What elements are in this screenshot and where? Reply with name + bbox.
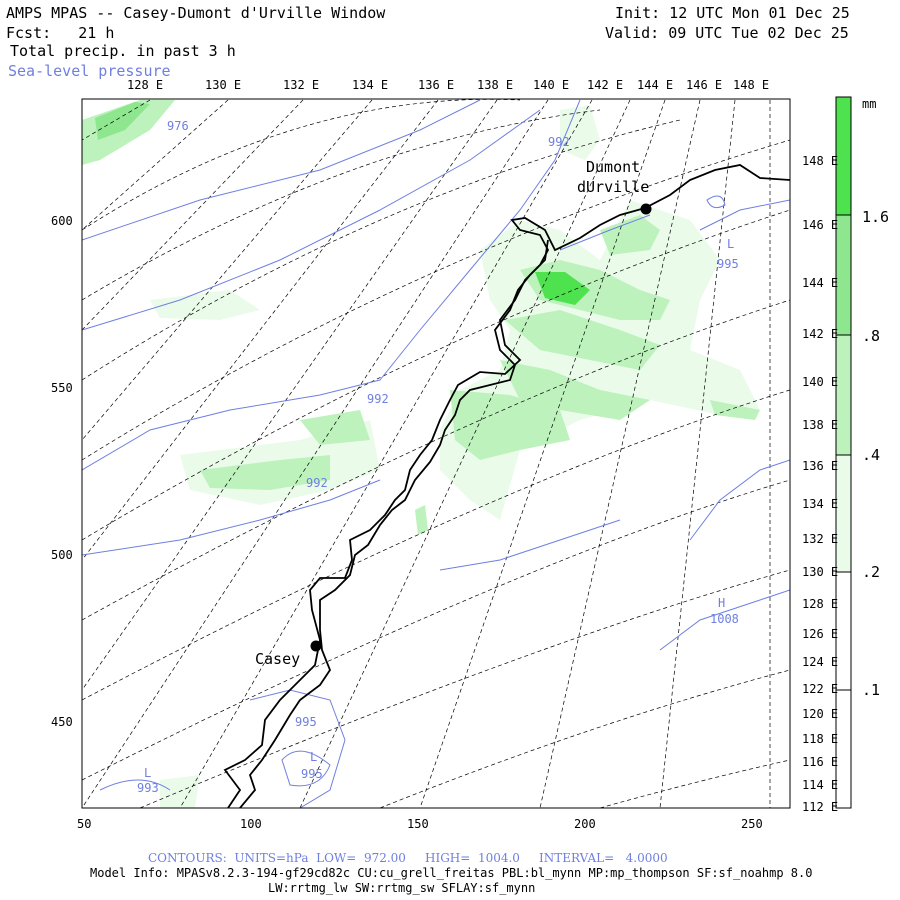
right-lon-label: 146 E bbox=[802, 218, 839, 232]
top-lon-label: 144 E bbox=[637, 78, 674, 92]
model-info-line2: LW:rrtmg_lw SW:rrtmg_sw SFLAY:sf_mynn bbox=[268, 881, 536, 895]
right-lon-label: 128 E bbox=[802, 597, 839, 611]
casey-label: Casey bbox=[255, 650, 301, 668]
right-lon-label: 132 E bbox=[802, 532, 839, 546]
right-lon-label: 118 E bbox=[802, 732, 839, 746]
contours-units: UNITS=hPa bbox=[234, 851, 309, 865]
top-lon-label: 130 E bbox=[205, 78, 242, 92]
colorbar-level: .1 bbox=[862, 681, 881, 699]
contour-label: 995 bbox=[717, 257, 739, 271]
contour-label: 1008 bbox=[710, 612, 739, 626]
contours-low: LOW= 972.00 bbox=[316, 851, 406, 865]
left-y-label: 450 bbox=[51, 715, 73, 729]
valid-time: Valid: 09 UTC Tue 02 Dec 25 bbox=[605, 24, 849, 42]
top-lon-label: 134 E bbox=[352, 78, 389, 92]
right-lon-label: 112 E bbox=[802, 800, 839, 814]
low-pressure-marker: L bbox=[727, 237, 735, 251]
colorbar-unit: mm bbox=[862, 97, 877, 111]
contour-label: 992 bbox=[306, 476, 328, 490]
coastline bbox=[223, 164, 790, 808]
right-lon-label: 126 E bbox=[802, 627, 839, 641]
dumont-label-line2: dUrville bbox=[577, 178, 650, 196]
slp-contours bbox=[82, 99, 790, 808]
contours-info: CONTOURS: UNITS=hPa LOW= 972.00 HIGH= 10… bbox=[148, 851, 668, 865]
colorbar-level: .4 bbox=[862, 446, 881, 464]
left-y-label: 550 bbox=[51, 381, 73, 395]
bottom-x-label: 150 bbox=[407, 817, 429, 831]
high-pressure-marker: H bbox=[718, 596, 726, 610]
top-lon-label: 132 E bbox=[283, 78, 320, 92]
bottom-x-label: 250 bbox=[741, 817, 763, 831]
right-lon-label: 114 E bbox=[802, 778, 839, 792]
contour-label: 995 bbox=[301, 767, 323, 781]
contour-label: 995 bbox=[295, 715, 317, 729]
top-lon-label: 136 E bbox=[418, 78, 455, 92]
contours-high: HIGH= 1004.0 bbox=[425, 851, 520, 865]
top-lon-label: 148 E bbox=[733, 78, 770, 92]
low-pressure-marker: L bbox=[310, 750, 318, 764]
top-lon-label: 146 E bbox=[686, 78, 723, 92]
right-lon-label: 136 E bbox=[802, 459, 839, 473]
right-lon-label: 130 E bbox=[802, 565, 839, 579]
dumont-label-line1: Dumont bbox=[586, 158, 641, 176]
colorbar-level: 1.6 bbox=[862, 208, 890, 226]
top-lon-label: 138 E bbox=[477, 78, 514, 92]
map-frame bbox=[81, 98, 791, 809]
right-lon-label: 122 E bbox=[802, 682, 839, 696]
latlon-grid bbox=[82, 99, 790, 808]
bottom-x-label: 200 bbox=[574, 817, 596, 831]
right-lon-label: 116 E bbox=[802, 755, 839, 769]
contour-label: 992 bbox=[367, 392, 389, 406]
right-lon-label: 134 E bbox=[802, 497, 839, 511]
precip-shading bbox=[82, 100, 760, 808]
bottom-x-label: 100 bbox=[240, 817, 262, 831]
right-lon-label: 120 E bbox=[802, 707, 839, 721]
right-lon-label: 140 E bbox=[802, 375, 839, 389]
right-lon-label: 138 E bbox=[802, 418, 839, 432]
casey-marker bbox=[310, 640, 322, 652]
contour-label: 976 bbox=[167, 119, 189, 133]
map-title: AMPS MPAS -- Casey-Dumont d'Urville Wind… bbox=[6, 4, 386, 22]
low-pressure-marker: L bbox=[144, 766, 152, 780]
right-lon-label: 142 E bbox=[802, 327, 839, 341]
colorbar-level: .2 bbox=[862, 563, 881, 581]
right-lon-label: 148 E bbox=[802, 154, 839, 168]
colorbar-level: .8 bbox=[862, 327, 881, 345]
colorbar bbox=[835, 96, 852, 809]
top-lon-label: 128 E bbox=[127, 78, 164, 92]
bottom-x-label: 50 bbox=[77, 817, 92, 831]
top-lon-label: 142 E bbox=[587, 78, 624, 92]
left-y-label: 500 bbox=[51, 548, 73, 562]
top-lon-label: 140 E bbox=[533, 78, 570, 92]
model-info-line1: Model Info: MPASv8.2.3-194-gf29cd82c CU:… bbox=[90, 866, 813, 880]
dumont-durville-marker bbox=[640, 203, 652, 215]
contours-label: CONTOURS: bbox=[148, 851, 227, 865]
contour-label: 992 bbox=[548, 135, 570, 149]
field-name: Total precip. in past 3 h bbox=[10, 42, 236, 60]
contour-label: 993 bbox=[137, 781, 159, 795]
init-time: Init: 12 UTC Mon 01 Dec 25 bbox=[615, 4, 850, 22]
left-y-label: 600 bbox=[51, 214, 73, 228]
right-lon-label: 124 E bbox=[802, 655, 839, 669]
contours-interval: INTERVAL= 4.0000 bbox=[539, 851, 668, 865]
overlay-name: Sea-level pressure bbox=[8, 62, 171, 80]
right-lon-label: 144 E bbox=[802, 276, 839, 290]
forecast-hour: Fcst: 21 h bbox=[6, 24, 115, 42]
